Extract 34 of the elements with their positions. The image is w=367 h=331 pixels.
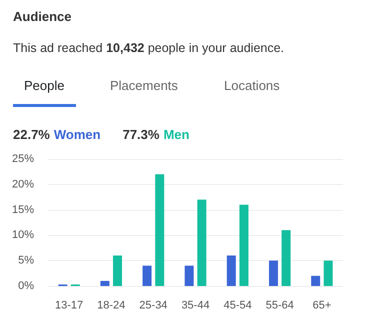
y-tick-label: 10% [12,229,34,242]
bar [155,174,164,286]
text: 77.3% [122,127,160,142]
bar [142,266,152,286]
x-tick-label: 13-17 [55,300,84,312]
bar [282,230,291,286]
x-tick-label: 35-44 [181,300,210,312]
bar [311,276,320,286]
x-tick-label: 45-54 [224,300,252,312]
x-tick-label: 65+ [312,300,332,312]
text: People [24,78,64,93]
x-tick-label: 25-34 [139,300,168,312]
y-tick-label: 0% [18,280,34,292]
chart-title: Audience [13,9,72,24]
bar [184,266,194,286]
text: Women [54,127,101,142]
y-tick-label: 15% [12,204,34,216]
bar [113,256,122,286]
y-tick-label: 20% [12,178,34,190]
bar [226,256,236,286]
text: 22.7% [13,127,50,142]
y-tick-label: 25% [12,153,34,165]
text: Locations [224,78,280,93]
text: Placements [110,78,178,93]
y-tick-label: 5% [18,254,34,267]
text: Men [163,127,190,142]
bar [239,204,248,286]
bar [100,280,110,286]
x-tick-label: 18-24 [97,300,126,312]
bar [324,260,333,286]
x-tick-label: 55-64 [266,300,294,312]
bar [268,260,278,286]
bar [197,200,206,286]
chart-subtitle: This ad reached 10,432 people in your audience. [13,41,284,55]
